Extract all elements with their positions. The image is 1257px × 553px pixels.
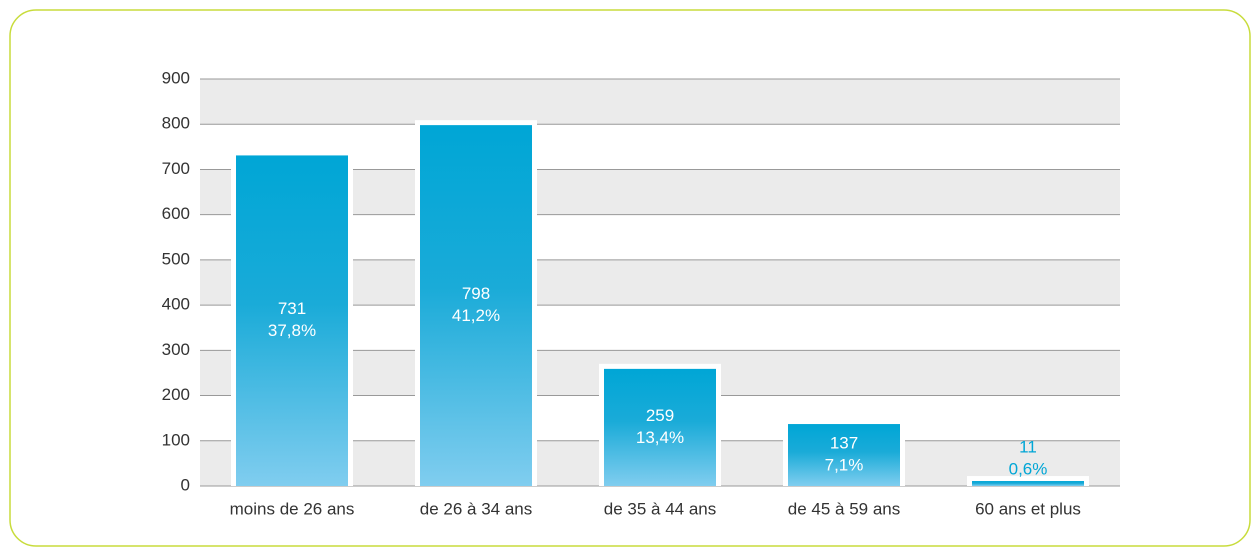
y-tick-label: 0 xyxy=(181,475,190,494)
y-tick-label: 700 xyxy=(162,159,190,178)
grid-band xyxy=(200,79,1120,125)
bar xyxy=(972,481,1084,486)
y-tick-label: 500 xyxy=(162,249,190,268)
bar xyxy=(604,368,716,486)
y-tick-label: 600 xyxy=(162,204,190,223)
value-label: 731 xyxy=(278,299,306,318)
x-tick-label: 60 ans et plus xyxy=(975,499,1081,518)
percent-label: 37,8% xyxy=(268,321,316,340)
percent-label: 0,6% xyxy=(1009,460,1048,479)
x-tick-label: de 26 à 34 ans xyxy=(420,499,532,518)
x-tick-label: moins de 26 ans xyxy=(230,499,355,518)
bar xyxy=(236,155,348,487)
y-tick-label: 200 xyxy=(162,385,190,404)
y-tick-label: 800 xyxy=(162,114,190,133)
y-tick-label: 400 xyxy=(162,295,190,314)
bar xyxy=(788,424,900,486)
x-tick-label: de 35 à 44 ans xyxy=(604,499,716,518)
x-tick-label: de 45 à 59 ans xyxy=(788,499,900,518)
percent-label: 7,1% xyxy=(825,456,864,475)
percent-label: 41,2% xyxy=(452,306,500,325)
value-label: 11 xyxy=(1019,438,1037,457)
value-label: 259 xyxy=(646,406,674,425)
grid-band xyxy=(200,169,1120,215)
value-label: 798 xyxy=(462,284,490,303)
bar-border xyxy=(967,476,1089,486)
value-label: 137 xyxy=(830,434,858,453)
y-tick-label: 300 xyxy=(162,340,190,359)
y-tick-label: 100 xyxy=(162,430,190,449)
bar xyxy=(420,125,532,487)
y-tick-label: 900 xyxy=(162,68,190,87)
percent-label: 13,4% xyxy=(636,428,684,447)
grid-band xyxy=(200,259,1120,306)
